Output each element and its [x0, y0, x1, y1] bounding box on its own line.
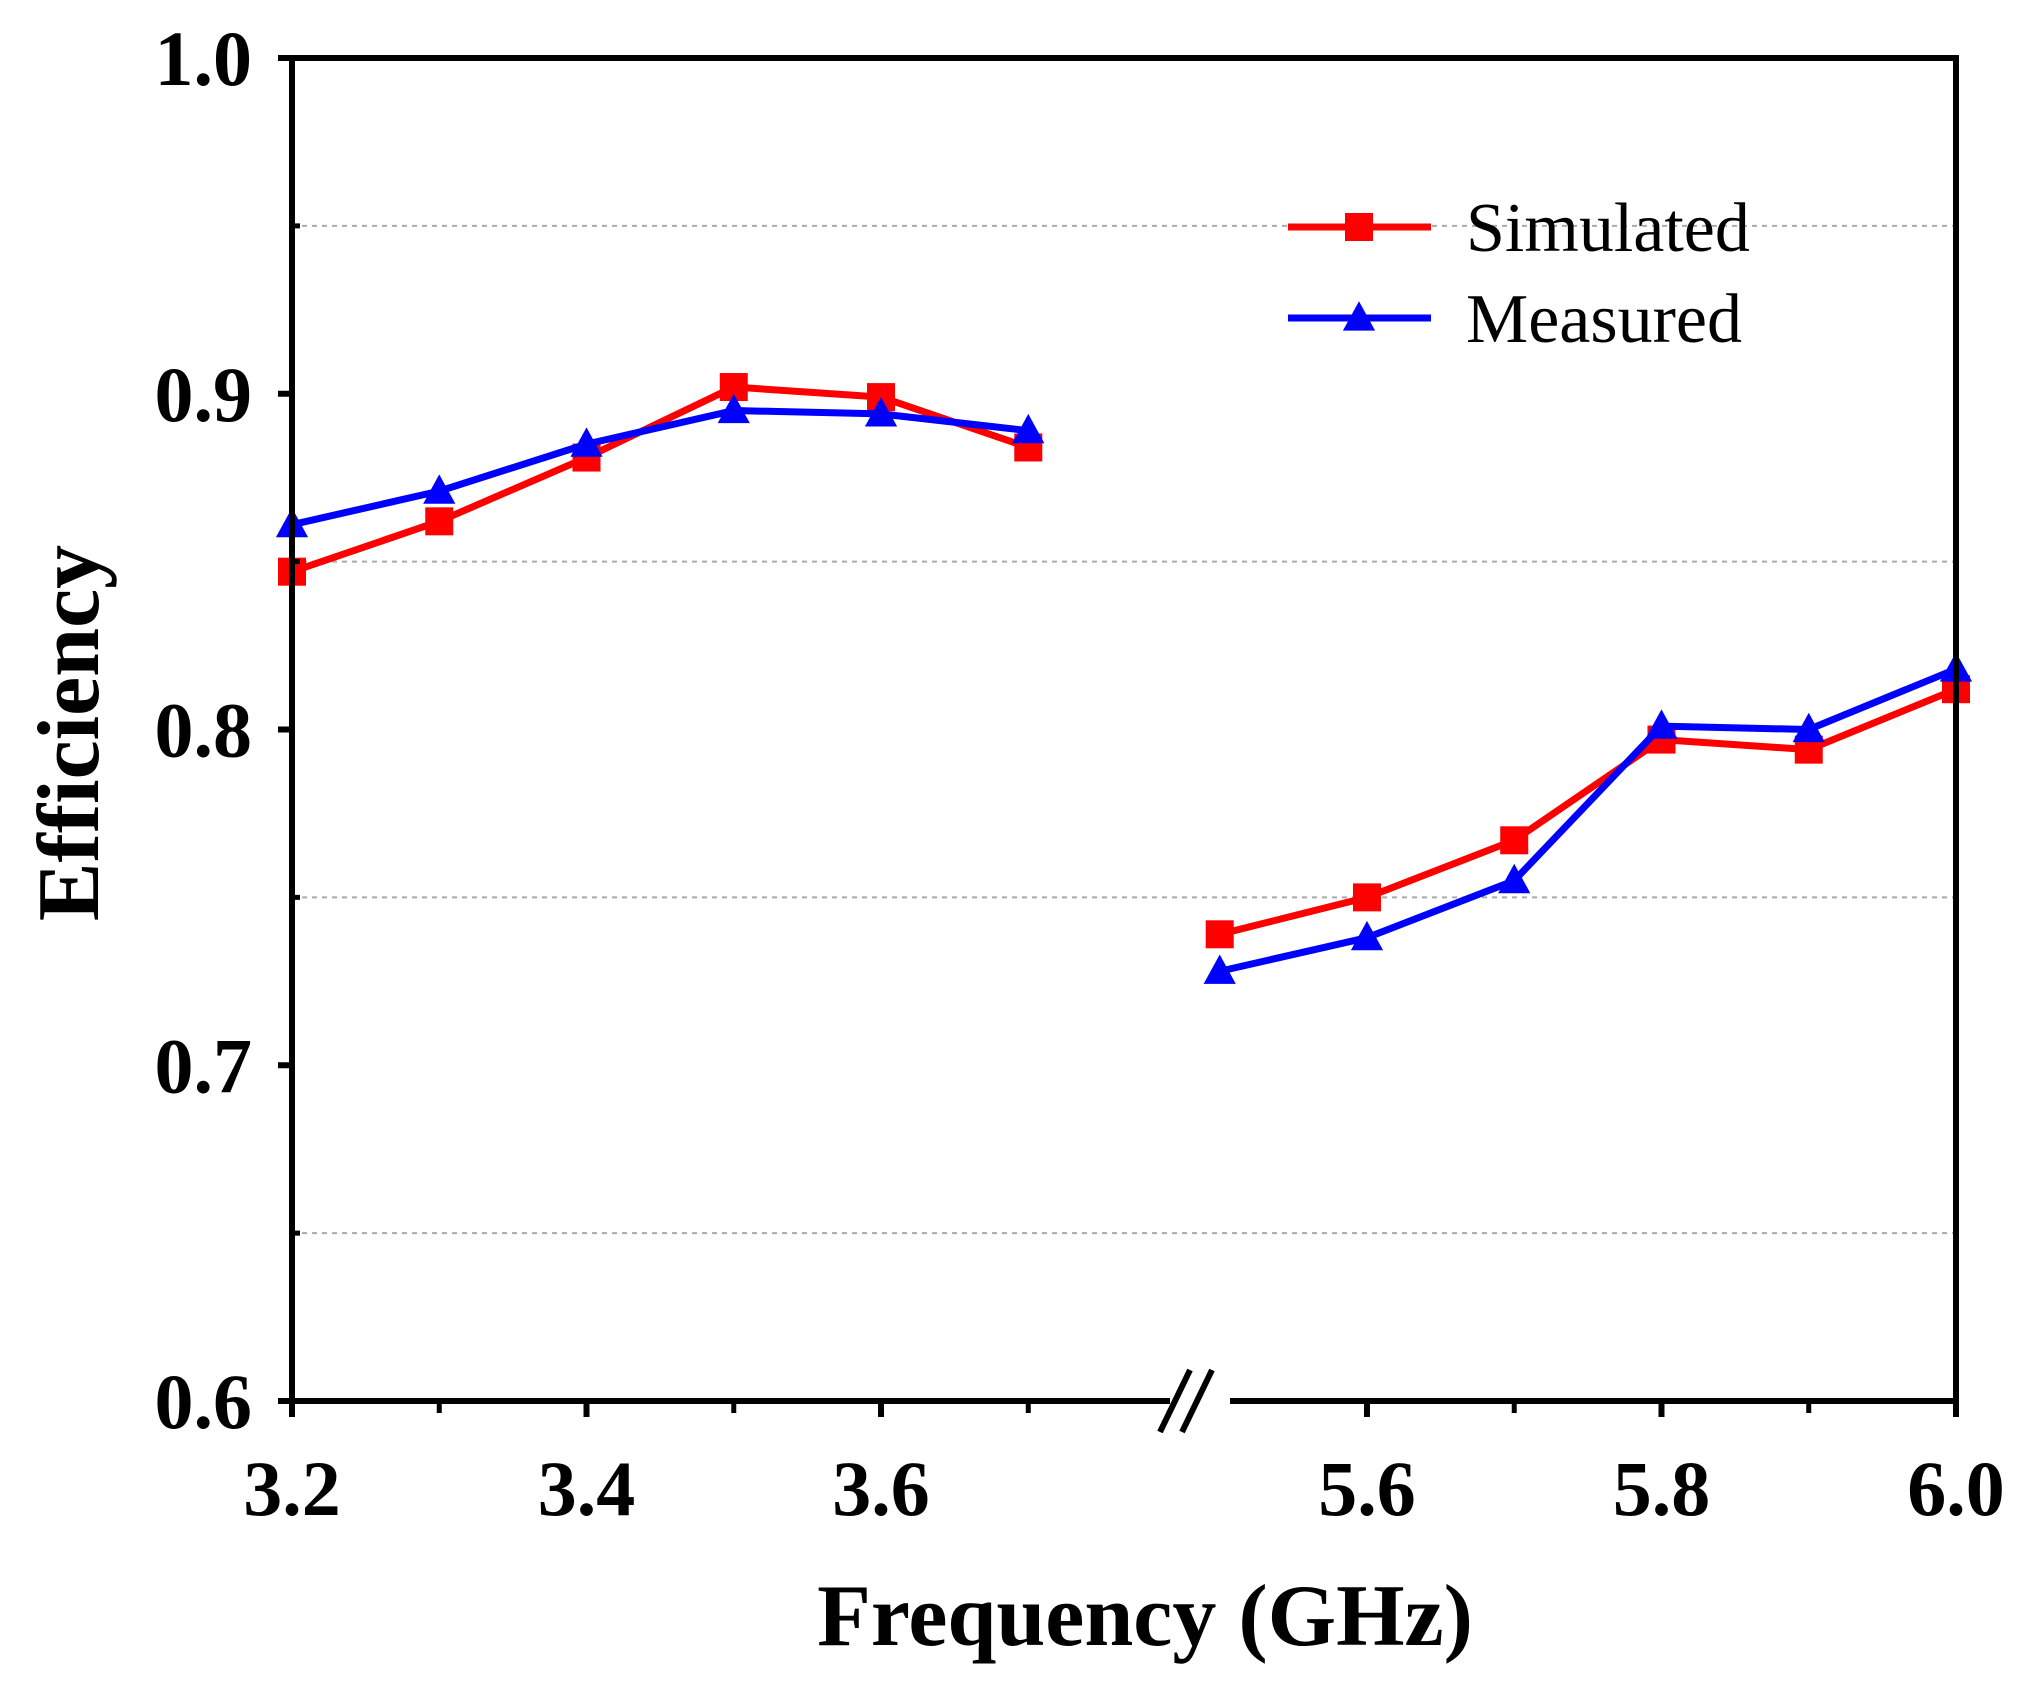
x-axis-label: Frequency (GHz): [817, 1568, 1473, 1665]
series-line: [1218, 665, 1958, 975]
series-line: [1218, 685, 1958, 938]
series-measured: [275, 393, 1973, 984]
x-tick-label: 5.8: [1613, 1445, 1711, 1532]
legend-label: Measured: [1466, 281, 1742, 358]
square-marker: [1500, 826, 1529, 855]
series-line: [290, 383, 1030, 576]
gridlines: [292, 224, 1956, 1235]
y-axis-label: Efficiency: [21, 545, 118, 921]
triangle-marker: [423, 474, 456, 504]
triangle-marker: [1645, 709, 1678, 739]
y-tick-label: 1.0: [155, 15, 253, 102]
legend-item: Simulated: [1288, 190, 1750, 267]
y-tick-label: 0.7: [155, 1022, 253, 1109]
x-tick-label: 3.4: [538, 1445, 636, 1532]
triangle-marker: [1498, 863, 1531, 894]
series-group: [275, 373, 1973, 984]
y-tick-label: 0.6: [155, 1358, 253, 1445]
square-marker: [425, 507, 454, 536]
series-line: [291, 407, 1029, 529]
y-tick-label: 0.8: [155, 687, 253, 774]
x-tick-label: 3.2: [243, 1445, 341, 1532]
triangle-marker: [1012, 413, 1045, 444]
x-tick-label: 5.6: [1318, 1445, 1416, 1532]
x-tick-label: 6.0: [1907, 1445, 2005, 1532]
square-marker: [1345, 213, 1373, 241]
axis-break-marker: [1157, 1368, 1230, 1434]
ticks: 0.6 0.7 0.8 0.9 1.0 3.2 3.4 3.6 5.6 5.8 6.0: [155, 15, 2005, 1532]
legend-item: Measured: [1288, 281, 1742, 358]
triangle-marker: [1203, 954, 1236, 984]
legend: Simulated Measured: [1288, 190, 1750, 358]
triangle-marker: [570, 427, 603, 457]
triangle-marker: [717, 393, 750, 424]
triangle-marker: [864, 397, 898, 427]
triangle-marker: [1792, 712, 1825, 743]
triangle-marker: [1342, 301, 1376, 331]
triangle-marker: [1350, 920, 1384, 951]
square-marker: [1205, 920, 1234, 949]
legend-label: Simulated: [1466, 190, 1750, 267]
y-tick-label: 0.9: [155, 351, 253, 438]
x-tick-label: 3.6: [832, 1445, 930, 1532]
square-marker: [1352, 883, 1381, 912]
